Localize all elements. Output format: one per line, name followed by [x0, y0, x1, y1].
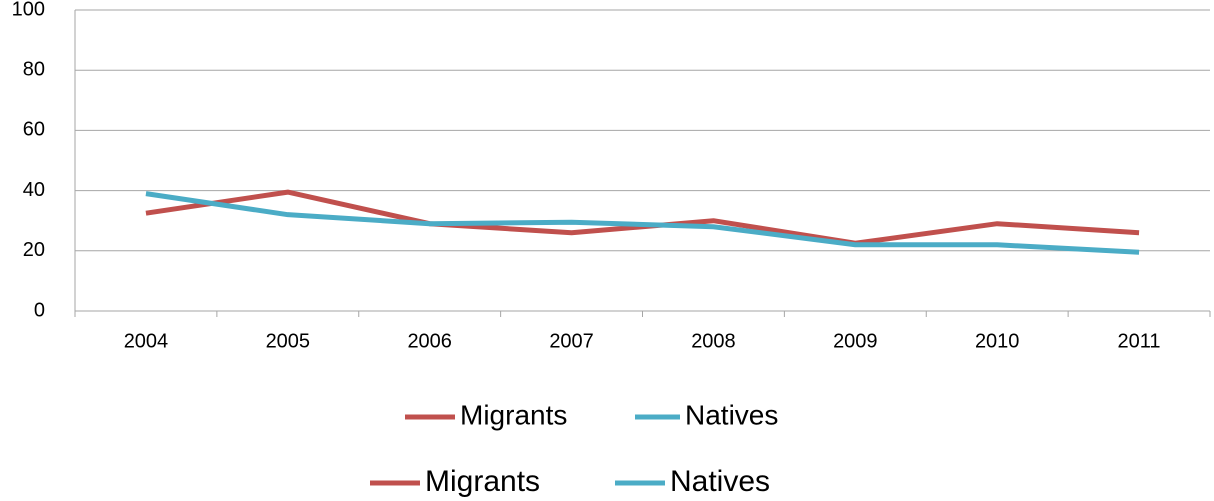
y-tick-label: 100	[12, 0, 45, 20]
y-tick-label: 0	[34, 299, 45, 321]
x-tick-label: 2006	[407, 330, 452, 352]
x-tick-label: 2011	[1118, 330, 1161, 352]
y-tick-label: 60	[23, 119, 45, 141]
x-tick-label: 2009	[833, 330, 878, 352]
x-tick-label: 2008	[691, 330, 736, 352]
x-tick-label: 2005	[266, 330, 311, 352]
y-tick-label: 80	[23, 58, 45, 80]
legend-label: Natives	[685, 399, 778, 430]
legend-label: Migrants	[425, 465, 540, 498]
x-tick-label: 2004	[124, 330, 169, 352]
y-tick-label: 40	[23, 179, 45, 201]
y-tick-label: 20	[23, 239, 45, 261]
legend-label: Migrants	[460, 399, 567, 430]
legend-label: Natives	[670, 465, 770, 498]
series-line	[145, 191, 1140, 255]
x-tick-label: 2007	[549, 330, 594, 352]
series-line	[145, 189, 1140, 246]
x-tick-label: 2010	[975, 330, 1020, 352]
